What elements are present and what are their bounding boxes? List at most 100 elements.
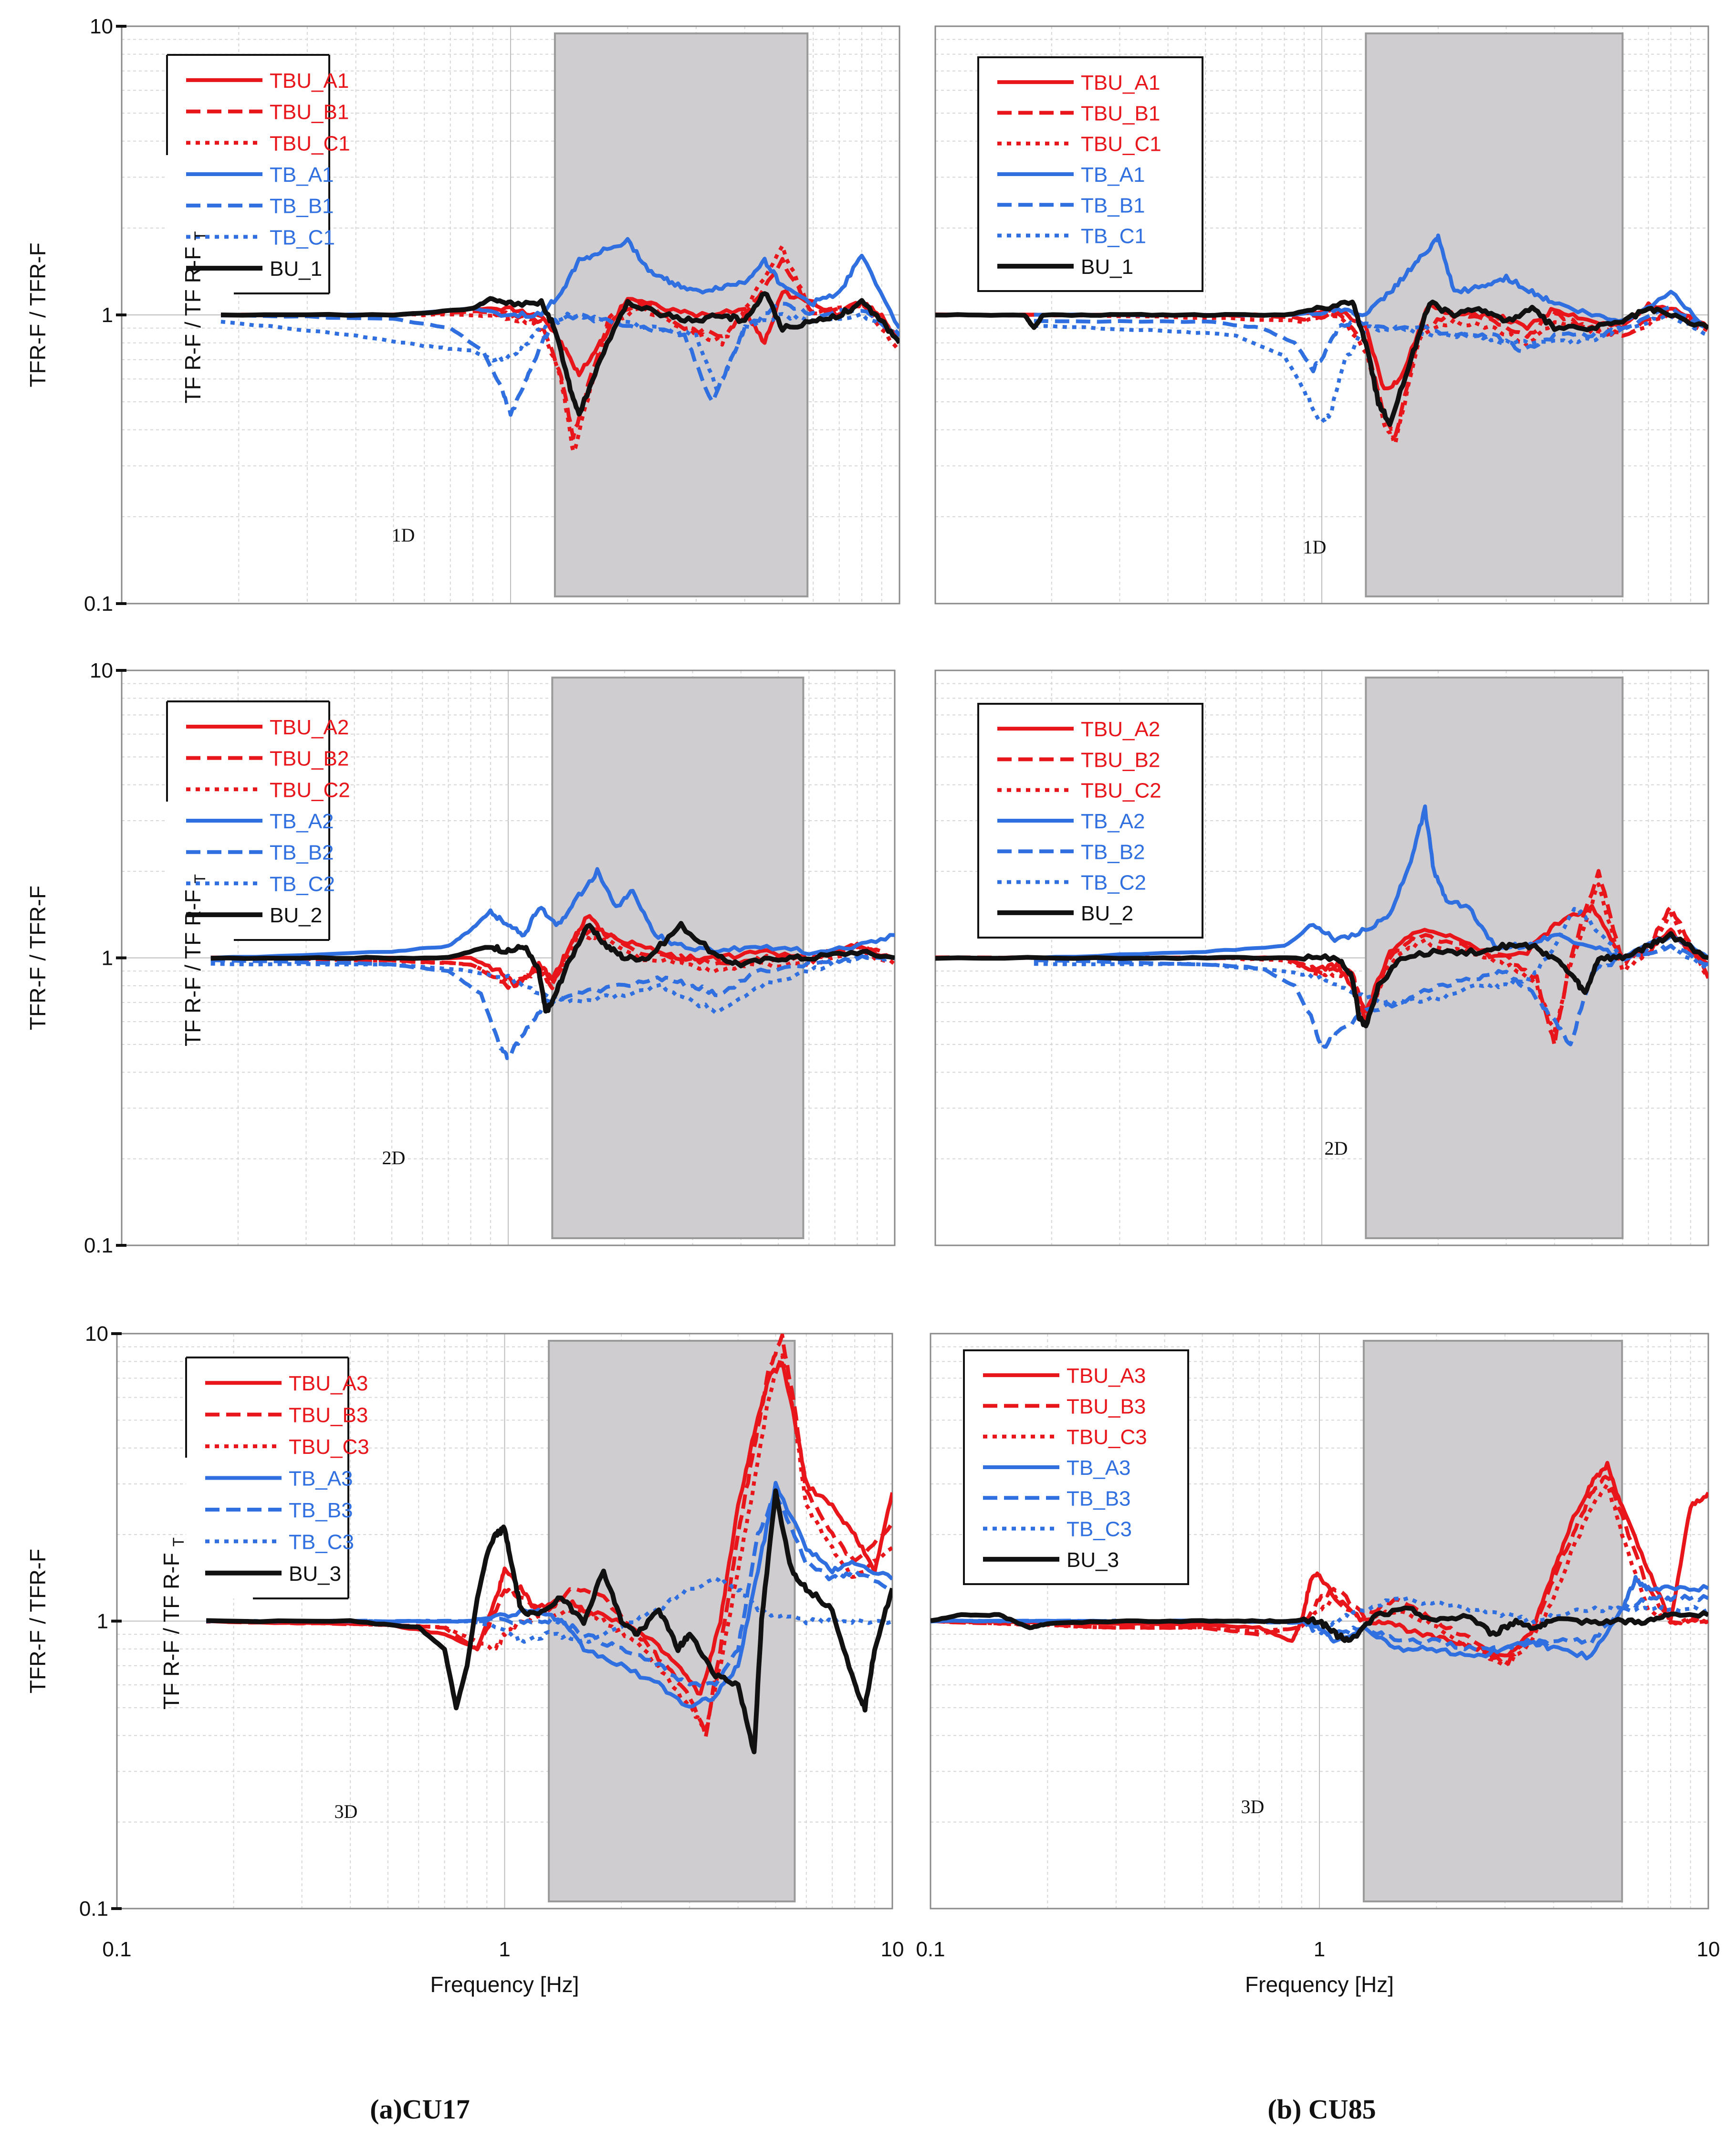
series-line-tbu_c3: [931, 1482, 1708, 1668]
dimension-label: 3D: [335, 1801, 358, 1822]
legend-border: [977, 56, 1203, 292]
legend-label: TBU_B3: [1067, 1395, 1146, 1418]
y-tick-label: 0.1: [84, 1234, 113, 1257]
y-tick-label: 10: [90, 659, 113, 682]
series-group: [210, 867, 895, 1060]
legend-label: TBU_C1: [1081, 133, 1161, 156]
y-axis-label: TFR-F / TFR-F: [25, 242, 50, 387]
y-axis-label: TFR-F / TFR-F: [25, 886, 50, 1030]
legend-border: [977, 703, 1203, 939]
frequency-band: [554, 32, 809, 597]
x-tick-label: 1: [499, 1938, 510, 1961]
series-group: [931, 1461, 1708, 1668]
legend-label: TB_B1: [270, 195, 334, 218]
y-axis-label-secondary: TF R-F / TF R-F T: [180, 231, 209, 403]
series-line-tb_b2: [210, 953, 895, 1060]
series-line-tbu_a2: [210, 914, 895, 988]
y-tick-label: 10: [90, 15, 113, 38]
legend-label: BU_1: [1081, 255, 1133, 279]
legend-a3: TBU_A3 TBU_B3 TBU_C3 TB_A3 TB_B3 TB_C3 BU_3: [185, 1357, 369, 1599]
series-line-tb_c1: [1034, 314, 1708, 424]
legend-label: TB_C1: [270, 226, 335, 249]
series-line-bu_3: [931, 1605, 1708, 1643]
y-tick-label: 10: [85, 1322, 108, 1346]
dimension-label: 3D: [1241, 1796, 1265, 1817]
y-tick-label: 1: [102, 947, 113, 970]
x-tick-label: 10: [881, 1938, 904, 1961]
legend-label: TB_C2: [270, 872, 335, 896]
panel-a2: 0.1 1 10 TBU_A2 TBU_B2 TBU_C2 TB_A2 TB_B2 TB_C2 B…: [25, 659, 896, 1257]
x-tick-label: 0.1: [102, 1938, 131, 1961]
y-tick-label: 0.1: [84, 592, 113, 616]
legend-label: TBU_C2: [270, 778, 350, 802]
legend-label: TB_A3: [289, 1467, 353, 1491]
y-axis-label-secondary: TF R-F / TF R-F T: [180, 874, 209, 1046]
series-line-bu_3: [206, 1488, 892, 1754]
legend-label: TB_A3: [1067, 1456, 1131, 1480]
legend-label: TB_C2: [1081, 871, 1146, 895]
series-group: [220, 237, 899, 454]
panel-a1: 0.1 1 10 TBU_A1 TBU_B1 TBU_C1 TB_A1 TB_B1 TB_C1 B…: [25, 15, 900, 616]
dimension-label: 1D: [1303, 536, 1327, 558]
series-line-tb_a2: [210, 867, 895, 960]
y-axis-label: TFR-F / TFR-F: [25, 1549, 50, 1693]
legend-label: TB_A2: [270, 810, 334, 833]
legend-label: TBU_A3: [1067, 1364, 1146, 1388]
y-tick-label: 1: [102, 303, 113, 327]
caption-right: (b) CU85: [1267, 2094, 1376, 2125]
panel-b3: 0.1 1 10 TBU_A3 TBU_B3 TBU_C3 TB_A3 TB_B3 TB_C3 B…: [916, 1333, 1720, 1997]
series-line-tb_a3: [206, 1481, 892, 1709]
legend-label: TBU_C3: [1067, 1426, 1147, 1449]
series-line-bu_2: [210, 921, 895, 1014]
series-line-tb_c3: [931, 1596, 1708, 1629]
series-line-bu_2: [935, 931, 1708, 1029]
y-axis-label-secondary: TF R-F / TF R-F T: [159, 1537, 187, 1710]
legend-label: TB_C1: [1081, 225, 1146, 248]
legend-label: BU_2: [270, 904, 322, 927]
series-group: [935, 804, 1708, 1051]
legend-a1: TBU_A1 TBU_B1 TBU_C1 TB_A1 TB_B1 TB_C1 BU_1: [166, 54, 350, 294]
x-tick-label: 1: [1314, 1938, 1325, 1961]
legend-a2: TBU_A2 TBU_B2 TBU_C2 TB_A2 TB_B2 TB_C2 BU_2: [166, 700, 350, 941]
legend-b3: TBU_A3 TBU_B3 TBU_C3 TB_A3 TB_B3 TB_C3 BU_3: [963, 1349, 1189, 1585]
series-line-tbu_b3: [931, 1475, 1708, 1667]
series-line-tb_c2: [210, 954, 895, 1014]
legend-label: BU_1: [270, 257, 322, 281]
dimension-label: 1D: [392, 524, 415, 546]
y-axis-label-subscript: T: [191, 231, 209, 240]
series-line-tb_a1: [220, 237, 899, 329]
legend-label: TBU_B2: [1081, 748, 1160, 772]
series-line-bu_1: [935, 299, 1708, 427]
x-tick-label: 10: [1697, 1938, 1720, 1961]
y-axis-label-subscript: T: [191, 874, 209, 884]
series-group: [935, 233, 1708, 446]
series-line-tb_c1: [220, 312, 899, 394]
legend-label: BU_3: [289, 1562, 341, 1586]
legend-label: TB_A1: [1081, 163, 1145, 187]
y-axis-label-subscript: T: [170, 1537, 187, 1547]
series-group: [206, 1334, 892, 1754]
series-line-tbu_c1: [935, 311, 1708, 446]
legend-label: TBU_A3: [289, 1372, 368, 1395]
dimension-label: 2D: [382, 1147, 406, 1169]
x-axis-label: Frequency [Hz]: [1245, 1972, 1394, 1997]
panel-a3: 0.1 1 10 0.1 1 10 TBU_A3 TBU_B3 TBU_C3 TB_A3 TB_B3…: [25, 1322, 904, 1997]
series-line-tb_a1: [1034, 233, 1708, 330]
x-tick-label: 0.1: [916, 1938, 945, 1961]
legend-border: [963, 1349, 1189, 1585]
y-tick-label: 0.1: [79, 1897, 108, 1921]
panel-b1: TBU_A1 TBU_B1 TBU_C1 TB_A1 TB_B1 TB_C1 BU_1 1D: [934, 25, 1709, 605]
legend-label: TBU_A1: [270, 69, 349, 93]
caption-left: (a)CU17: [370, 2094, 470, 2125]
legend-label: TBU_A2: [1081, 718, 1160, 741]
legend-label: TBU_B3: [289, 1404, 368, 1427]
legend-label: BU_2: [1081, 902, 1133, 925]
legend-label: TBU_B1: [270, 101, 349, 124]
legend-label: BU_3: [1067, 1548, 1119, 1572]
legend-label: TB_B2: [270, 841, 334, 865]
legend-label: TB_B2: [1081, 840, 1145, 864]
legend-label: TBU_A2: [270, 716, 349, 739]
x-axis-label: Frequency [Hz]: [430, 1972, 579, 1997]
legend-label: TB_A2: [1081, 810, 1145, 833]
